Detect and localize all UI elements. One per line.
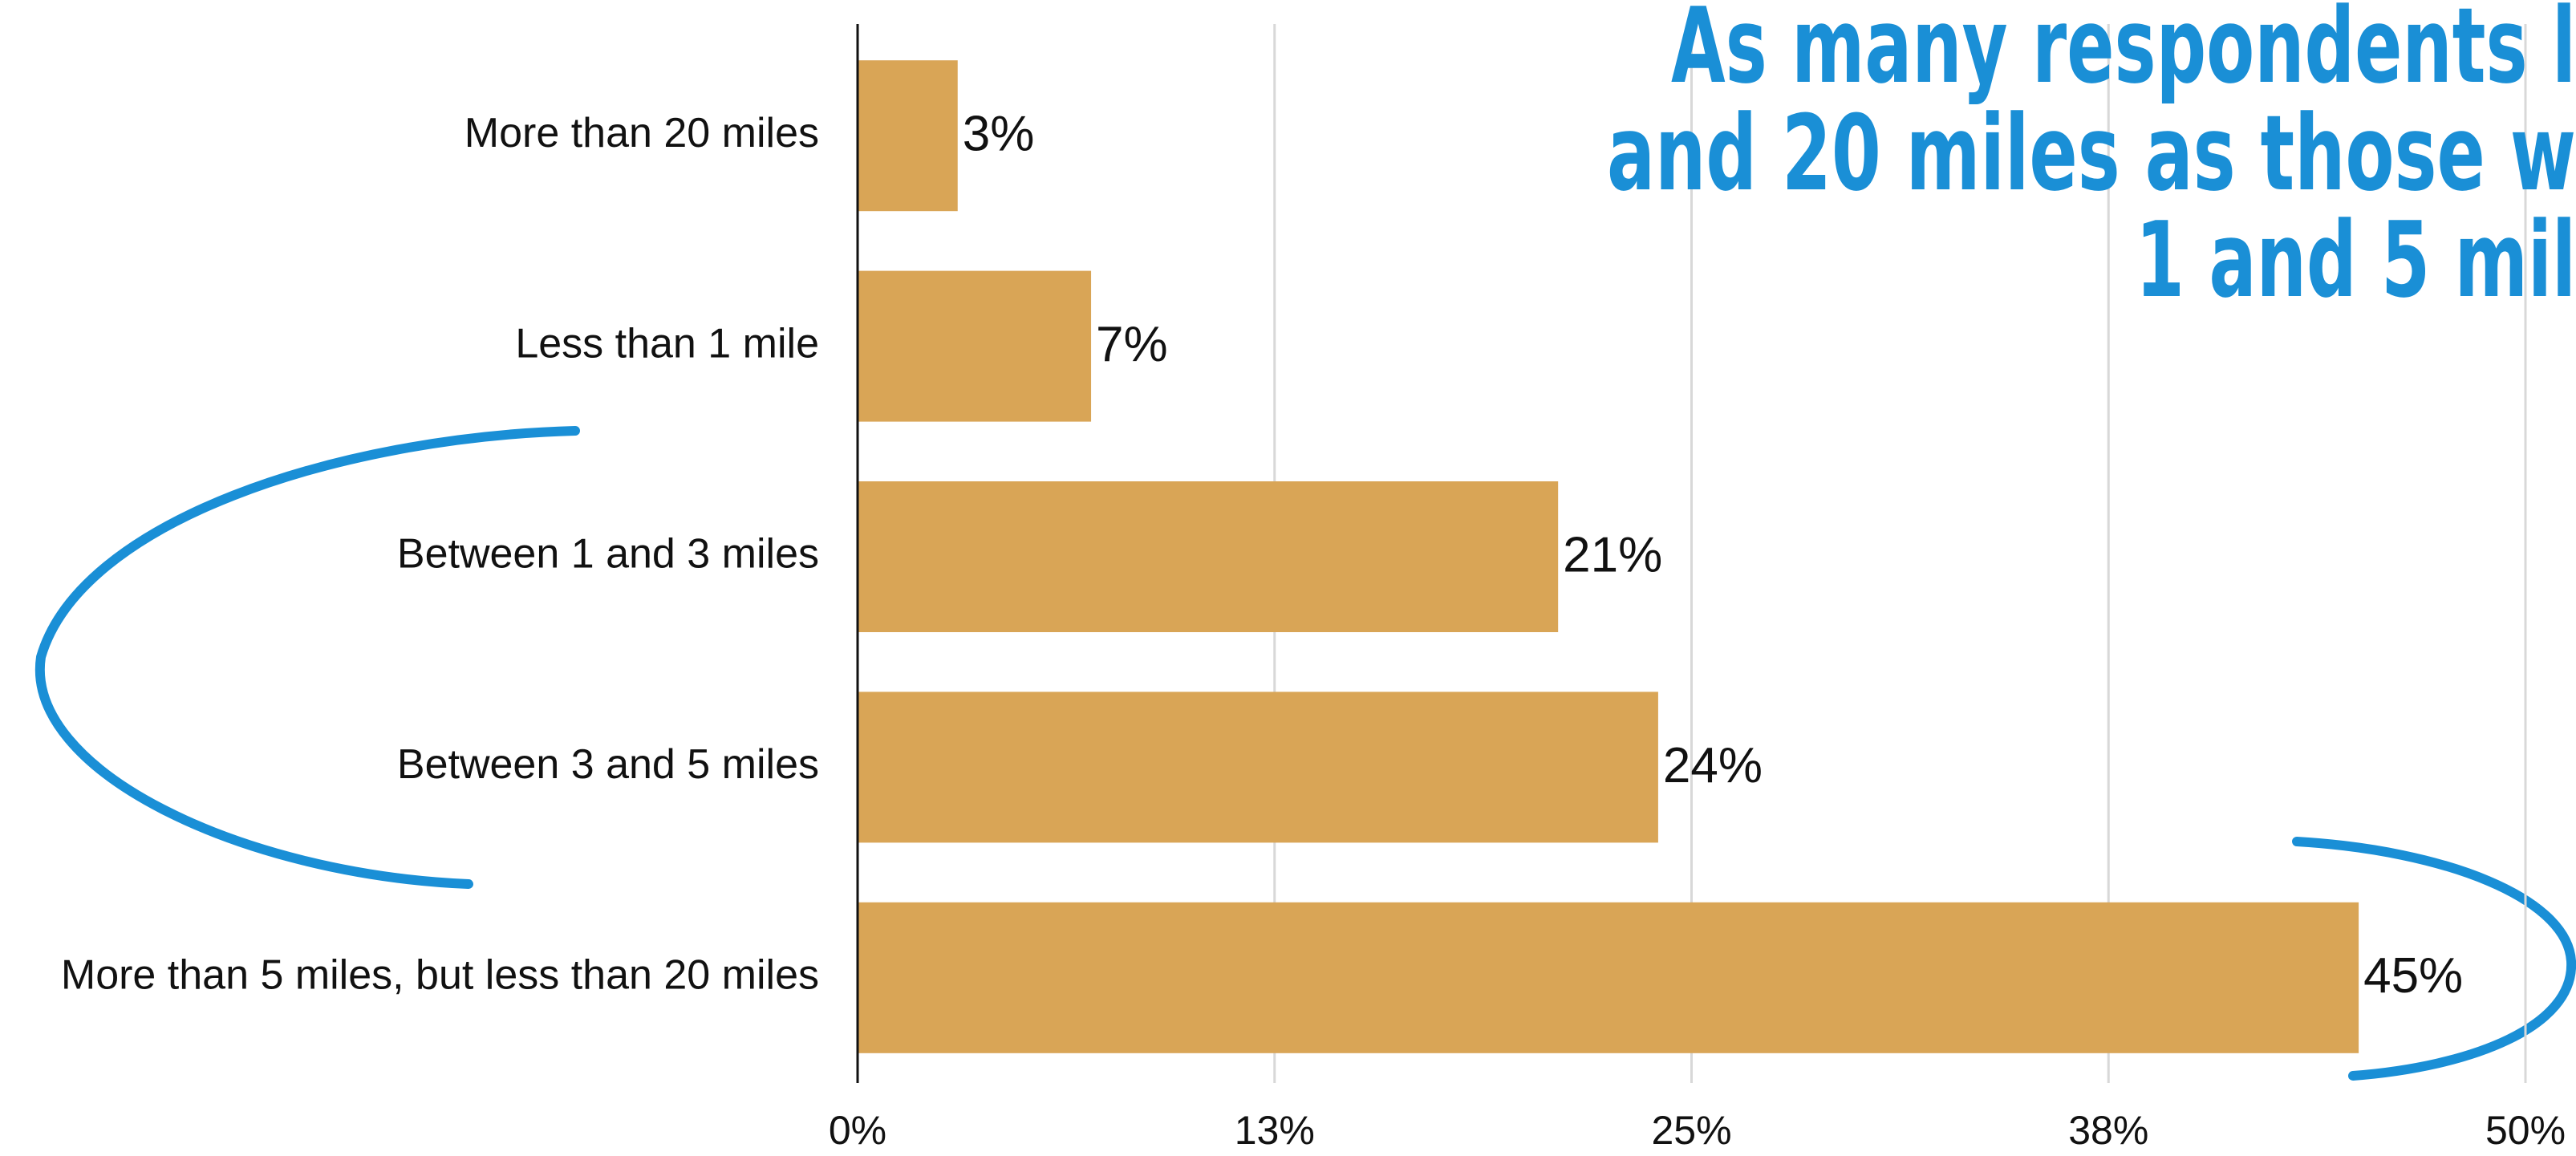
bar: [858, 481, 1559, 632]
x-tick-label: 0%: [829, 1108, 886, 1153]
plot-area: 0% 13% 25% 38% 50% More than 20 miles 3% Less t…: [61, 24, 2566, 1153]
value-label: 3%: [963, 107, 1035, 162]
y-tick-label: More than 20 miles: [464, 110, 819, 156]
y-tick-label: More than 5 miles, but less than 20 mile…: [61, 952, 819, 999]
annotation-swoosh: [34, 426, 580, 889]
annotation-swoosh: [2292, 837, 2576, 1081]
chart-title: 1 and 5 mil: [2136, 199, 2576, 321]
bar: [858, 692, 1658, 843]
y-tick-label: Between 1 and 3 miles: [397, 531, 819, 578]
bar: [858, 902, 2359, 1053]
x-tick-label: 13%: [1235, 1108, 1315, 1153]
bar: [858, 270, 1092, 422]
bar: [858, 60, 958, 212]
x-tick-label: 25%: [1651, 1108, 1731, 1153]
chart-title: As many respondents l: [1671, 0, 2576, 107]
value-label: 21%: [1563, 527, 1662, 582]
value-label: 24%: [1663, 738, 1763, 793]
chart-title: and 20 miles as those w: [1607, 92, 2576, 214]
x-tick-label: 50%: [2485, 1108, 2566, 1153]
value-label: 45%: [2363, 948, 2463, 1004]
x-tick-label: 38%: [2068, 1108, 2148, 1153]
value-label: 7%: [1096, 317, 1168, 372]
y-tick-label: Less than 1 mile: [515, 320, 819, 367]
y-tick-label: Between 3 and 5 miles: [397, 741, 819, 788]
